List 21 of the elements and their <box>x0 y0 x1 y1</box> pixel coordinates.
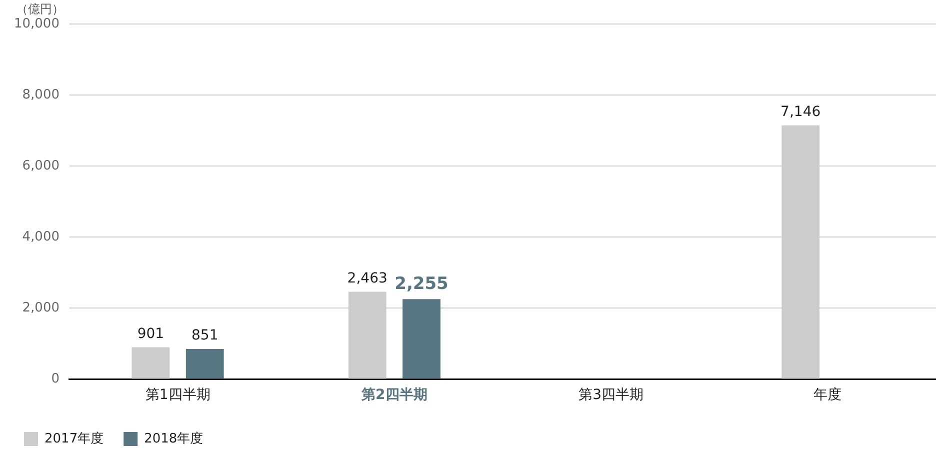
y-tick-label: 0 <box>51 372 60 387</box>
x-tick-label: 第3四半期 <box>578 387 644 404</box>
y-tick-label: 4,000 <box>22 229 60 244</box>
data-label: 2,255 <box>394 274 448 294</box>
data-label: 2,463 <box>347 270 388 286</box>
x-tick-label: 年度 <box>814 387 842 404</box>
y-tick-label: 6,000 <box>22 158 60 174</box>
bar <box>186 348 224 379</box>
y-tick-label: 2,000 <box>22 300 60 316</box>
y-tick-label: 10,000 <box>14 16 60 32</box>
bar <box>132 347 170 379</box>
data-label: 7,146 <box>780 104 821 120</box>
x-tick-label: 第1四半期 <box>145 387 210 404</box>
legend-label: 2017年度 <box>44 430 104 446</box>
y-tick-label: 8,000 <box>22 87 60 102</box>
data-label: 851 <box>192 328 218 344</box>
y-axis-title: （億円） <box>16 2 64 16</box>
data-label: 901 <box>137 326 164 342</box>
legend-label: 2018年度 <box>144 430 204 446</box>
x-tick-label: 第2四半期 <box>360 387 428 404</box>
bar <box>402 299 440 379</box>
